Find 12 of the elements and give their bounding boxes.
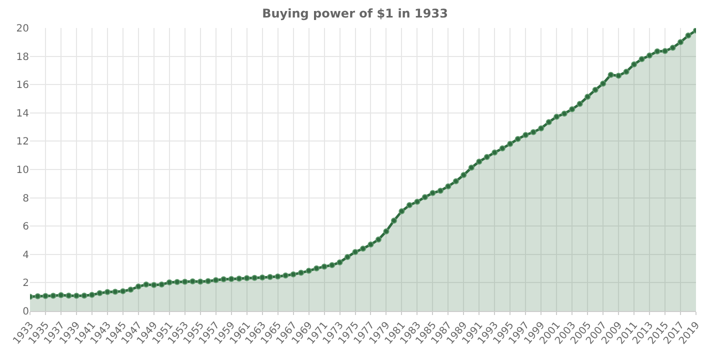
y-tick-label: 2 bbox=[22, 278, 29, 290]
y-tick-label: 6 bbox=[22, 222, 29, 233]
y-tick-label: 16 bbox=[16, 80, 29, 92]
y-tick-label: 8 bbox=[22, 193, 29, 204]
y-tick-label: 12 bbox=[16, 136, 29, 148]
y-tick-label: 0 bbox=[22, 306, 29, 318]
chart-title: Buying power of $1 in 1933 bbox=[262, 6, 448, 20]
y-tick-label: 4 bbox=[22, 250, 29, 261]
y-tick-label: 10 bbox=[16, 165, 29, 176]
y-tick-label: 14 bbox=[16, 108, 29, 120]
y-tick-label: 18 bbox=[16, 52, 29, 63]
y-tick-label: 20 bbox=[16, 24, 29, 34]
